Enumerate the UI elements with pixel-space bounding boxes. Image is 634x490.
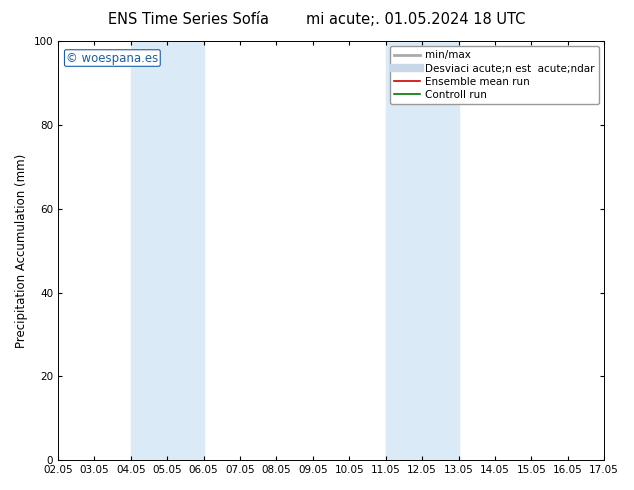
Bar — [385, 41, 458, 460]
Text: ENS Time Series Sofía        mi acute;. 01.05.2024 18 UTC: ENS Time Series Sofía mi acute;. 01.05.2… — [108, 12, 526, 27]
Text: © woespana.es: © woespana.es — [66, 51, 158, 65]
Legend: min/max, Desviaci acute;n est  acute;ndar, Ensemble mean run, Controll run: min/max, Desviaci acute;n est acute;ndar… — [390, 46, 599, 104]
Bar — [131, 41, 204, 460]
Y-axis label: Precipitation Accumulation (mm): Precipitation Accumulation (mm) — [15, 153, 28, 348]
